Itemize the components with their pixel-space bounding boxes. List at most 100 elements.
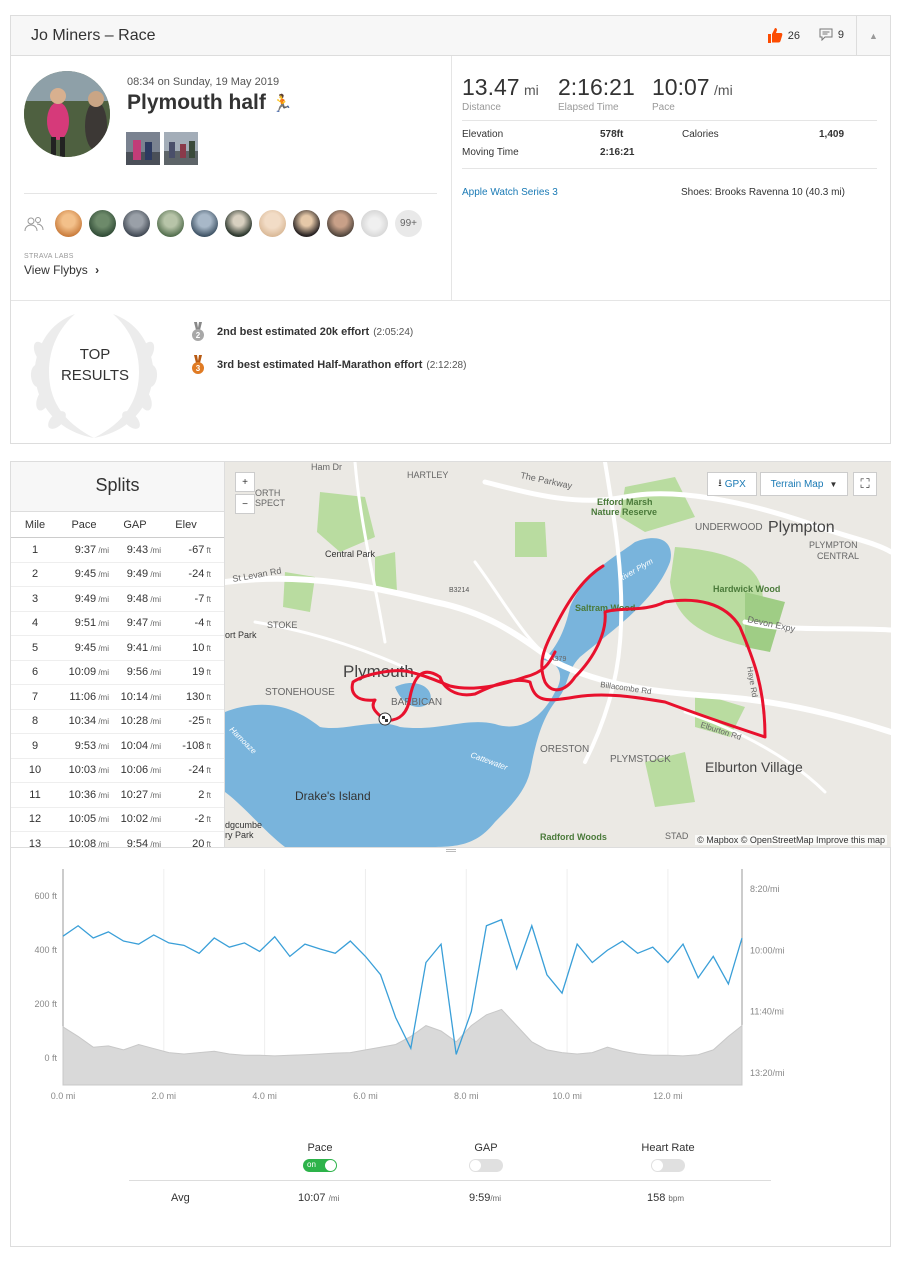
split-gap: 10:27 /mi xyxy=(120,788,161,801)
splits-row[interactable]: 5 9:45 /mi 9:41 /mi 10 ft xyxy=(11,636,224,661)
pace-toggle-group: Pace on xyxy=(300,1142,340,1172)
flyby-avatar[interactable] xyxy=(225,210,252,237)
split-pace: 9:49 /mi xyxy=(74,592,109,605)
splits-row[interactable]: 10 10:03 /mi 10:06 /mi -24 ft xyxy=(11,759,224,783)
flyby-more-badge[interactable]: 99+ xyxy=(395,210,422,237)
splits-row[interactable]: 12 10:05 /mi 10:02 /mi -2 ft xyxy=(11,808,224,832)
split-elev: -108 ft xyxy=(182,739,211,752)
chevron-right-icon: › xyxy=(95,263,100,277)
split-gap: 9:56 /mi xyxy=(126,666,161,679)
flyby-avatar[interactable] xyxy=(191,210,218,237)
view-flybys-link[interactable]: View Flybys › xyxy=(24,263,99,277)
splits-row[interactable]: 6 10:09 /mi 9:56 /mi 19 ft xyxy=(11,661,224,685)
splits-row[interactable]: 9 9:53 /mi 10:04 /mi -108 ft xyxy=(11,734,224,759)
splits-row[interactable]: 1 9:37 /mi 9:43 /mi -67 ft xyxy=(11,538,224,563)
split-gap: 9:43 /mi xyxy=(126,543,161,556)
achievement-time: (2:05:24) xyxy=(373,326,414,338)
gap-toggle[interactable] xyxy=(469,1159,503,1172)
svg-text:3: 3 xyxy=(196,364,201,373)
split-gap: 9:47 /mi xyxy=(126,617,161,630)
runner-icon: 🏃 xyxy=(271,94,293,113)
elapsed-value: 2:16:21 xyxy=(558,74,635,100)
fullscreen-button[interactable]: ⛶ xyxy=(853,472,877,496)
photo-thumbnail[interactable] xyxy=(126,132,160,165)
split-mile: 6 xyxy=(31,666,39,679)
split-gap: 10:06 /mi xyxy=(120,764,161,777)
splits-body: 1 9:37 /mi 9:43 /mi -67 ft 2 9:45 /mi 9:49 /mi… xyxy=(11,538,224,847)
gap-toggle-group: GAP xyxy=(466,1142,506,1172)
split-elev: 2 ft xyxy=(198,788,211,801)
gpx-download-button[interactable]: ⭳ GPX xyxy=(707,472,757,496)
distance-value: 13.47 xyxy=(462,74,520,100)
flyby-avatar[interactable] xyxy=(157,210,184,237)
splits-table[interactable]: Splits Mile Pace GAP Elev 1 9:37 /mi 9:43 … xyxy=(11,462,225,847)
hr-toggle-label: Heart Rate xyxy=(641,1142,695,1154)
flyby-avatar[interactable] xyxy=(89,210,116,237)
pace-toggle[interactable]: on xyxy=(303,1159,337,1172)
flyby-avatar[interactable] xyxy=(327,210,354,237)
activity-name: Plymouth half 🏃 xyxy=(127,91,293,115)
split-gap: 9:41 /mi xyxy=(126,641,161,654)
split-elev: 19 ft xyxy=(192,666,211,679)
avg-gap-unit: /mi xyxy=(490,1194,502,1203)
map-attribution[interactable]: © Mapbox © OpenStreetMap Improve this ma… xyxy=(695,835,887,845)
split-gap: 10:02 /mi xyxy=(120,813,161,826)
calories-value: 1,409 xyxy=(819,129,845,140)
split-elev: -67 ft xyxy=(188,543,211,556)
chart-svg[interactable]: 0.0 mi 2.0 mi 4.0 mi 6.0 mi 8.0 mi 10.0 mi 12.… xyxy=(11,857,890,1117)
athlete-avatar[interactable] xyxy=(24,71,110,157)
terrain-map-label: Terrain Map xyxy=(770,478,824,490)
elevation-pace-chart[interactable]: 0.0 mi 2.0 mi 4.0 mi 6.0 mi 8.0 mi 10.0 mi 12.… xyxy=(11,857,890,1117)
zoom-out-button[interactable]: − xyxy=(235,494,255,514)
achievement-item[interactable]: 3 3rd best estimated Half-Marathon effor… xyxy=(191,355,466,375)
svg-text:Efford Marsh: Efford Marsh xyxy=(597,497,653,507)
splits-row[interactable]: 7 11:06 /mi 10:14 /mi 130 ft xyxy=(11,685,224,710)
zoom-in-button[interactable]: + xyxy=(235,472,255,492)
split-pace: 11:06 /mi xyxy=(69,690,109,703)
terrain-map-select[interactable]: Terrain Map ▼ xyxy=(760,472,848,496)
y-left-tick-label: 600 ft xyxy=(34,891,57,901)
splits-row[interactable]: 13 10:08 /mi 9:54 /mi 20 ft xyxy=(11,832,224,847)
route-map[interactable]: Ham Dr HARTLEY The Parkway Efford Marsh … xyxy=(225,462,891,847)
photo-thumbnail[interactable] xyxy=(164,132,198,165)
flyby-avatar[interactable] xyxy=(293,210,320,237)
comments-button[interactable]: 9 xyxy=(819,28,844,41)
splits-row[interactable]: 11 10:36 /mi 10:27 /mi 2 ft xyxy=(11,783,224,808)
splits-row[interactable]: 8 10:34 /mi 10:28 /mi -25 ft xyxy=(11,710,224,734)
hr-toggle[interactable] xyxy=(651,1159,685,1172)
split-elev: -2 ft xyxy=(194,813,211,826)
splits-row[interactable]: 2 9:45 /mi 9:49 /mi -24 ft xyxy=(11,563,224,587)
split-pace: 9:45 /mi xyxy=(74,641,109,654)
distance-label: Distance xyxy=(462,102,501,113)
view-flybys-label: View Flybys xyxy=(24,263,88,277)
svg-text:Ham Dr: Ham Dr xyxy=(311,462,342,472)
collapse-button[interactable]: ▲ xyxy=(856,16,890,55)
split-mile: 2 xyxy=(31,568,39,581)
splits-row[interactable]: 4 9:51 /mi 9:47 /mi -4 ft xyxy=(11,612,224,636)
x-tick-label: 0.0 mi xyxy=(51,1091,76,1101)
map-canvas[interactable]: Ham Dr HARTLEY The Parkway Efford Marsh … xyxy=(225,462,891,847)
elevation-label: Elevation xyxy=(462,129,504,140)
top-results-line1: TOP xyxy=(79,346,111,363)
map-labels: Ham Dr HARTLEY The Parkway Efford Marsh … xyxy=(225,462,859,842)
resize-handle[interactable] xyxy=(11,847,890,853)
flyby-avatar[interactable] xyxy=(123,210,150,237)
svg-text:Elburton Village: Elburton Village xyxy=(705,759,803,775)
flyby-avatar[interactable] xyxy=(361,210,388,237)
kudos-button[interactable]: 26 xyxy=(767,28,800,43)
split-elev: -24 ft xyxy=(188,568,211,581)
top-results-line2: RESULTS xyxy=(60,367,130,384)
bronze-medal-icon: 3 xyxy=(192,355,204,374)
svg-text:PLYMSTOCK: PLYMSTOCK xyxy=(610,754,671,765)
flyby-avatar[interactable] xyxy=(55,210,82,237)
device-link[interactable]: Apple Watch Series 3 xyxy=(462,187,558,198)
splits-row[interactable]: 3 9:49 /mi 9:48 /mi -7 ft xyxy=(11,587,224,612)
split-gap: 9:54 /mi xyxy=(126,837,161,847)
moving-time-label: Moving Time xyxy=(462,147,519,158)
achievement-item[interactable]: 2 2nd best estimated 20k effort (2:05:24… xyxy=(191,322,413,342)
svg-text:Saltram Wood: Saltram Wood xyxy=(575,603,635,613)
x-tick-label: 10.0 mi xyxy=(552,1091,582,1101)
flyby-avatar[interactable] xyxy=(259,210,286,237)
comment-count: 9 xyxy=(837,28,844,41)
split-pace: 9:53 /mi xyxy=(74,739,109,752)
